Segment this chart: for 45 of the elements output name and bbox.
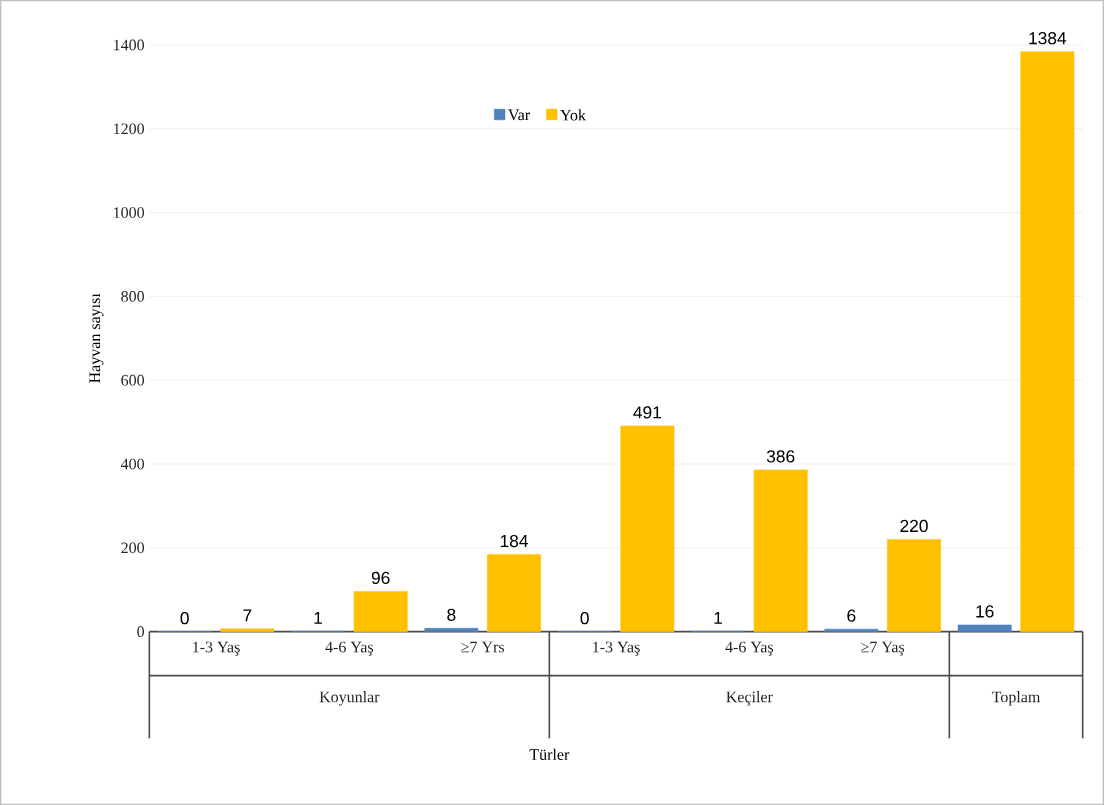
y-axis-title: Hayvan sayısı xyxy=(89,293,104,383)
bar xyxy=(824,628,879,632)
data-label: 8 xyxy=(447,608,456,621)
y-tick-label: 1200 xyxy=(114,123,145,135)
bar xyxy=(887,539,941,632)
data-label: 96 xyxy=(371,571,390,585)
data-label: 0 xyxy=(580,612,589,625)
y-tick-label: 600 xyxy=(121,374,145,386)
text: Türler xyxy=(529,748,570,760)
bar xyxy=(220,628,275,632)
x-tick-label: 1-3 Yaş xyxy=(193,641,240,656)
data-label: 386 xyxy=(766,450,795,463)
x-tick-label: ≥7 Yrs xyxy=(461,641,505,653)
bar xyxy=(1020,51,1075,632)
text: Koyunlar xyxy=(319,691,380,706)
data-label: 7 xyxy=(243,609,252,622)
data-label: 220 xyxy=(900,519,928,533)
data-label: 1 xyxy=(714,611,722,624)
text: Keçiler xyxy=(726,691,773,706)
bar xyxy=(753,469,808,632)
legend-label: Var xyxy=(508,109,530,121)
text: Toplam xyxy=(991,691,1041,706)
bar xyxy=(620,425,675,632)
x-tick-label: 1-3 Yaş xyxy=(593,641,640,656)
bar xyxy=(487,554,541,632)
data-label: 184 xyxy=(500,534,528,548)
data-label: 0 xyxy=(180,612,189,625)
legend-label: Yok xyxy=(560,109,586,121)
y-tick-label: 200 xyxy=(121,542,145,554)
y-tick-label: 1400 xyxy=(114,39,145,51)
x-tick-label: ≥7 Yaş xyxy=(861,641,905,656)
x-tick-label: 4-6 Yaş xyxy=(325,641,374,656)
y-tick-label: 400 xyxy=(120,458,145,470)
y-tick-label: 0 xyxy=(137,626,145,638)
bar xyxy=(353,591,408,632)
bar xyxy=(424,628,479,632)
data-label: 1384 xyxy=(1029,32,1067,45)
x-tick-label: 4-6 Yaş xyxy=(725,641,774,656)
data-label: 6 xyxy=(847,609,856,622)
data-label: 1 xyxy=(314,611,322,624)
y-tick-label: 1000 xyxy=(114,207,145,218)
data-label: 16 xyxy=(976,605,994,618)
bar xyxy=(957,624,1012,632)
data-label: 491 xyxy=(633,406,661,419)
y-tick-label: 800 xyxy=(121,291,145,302)
